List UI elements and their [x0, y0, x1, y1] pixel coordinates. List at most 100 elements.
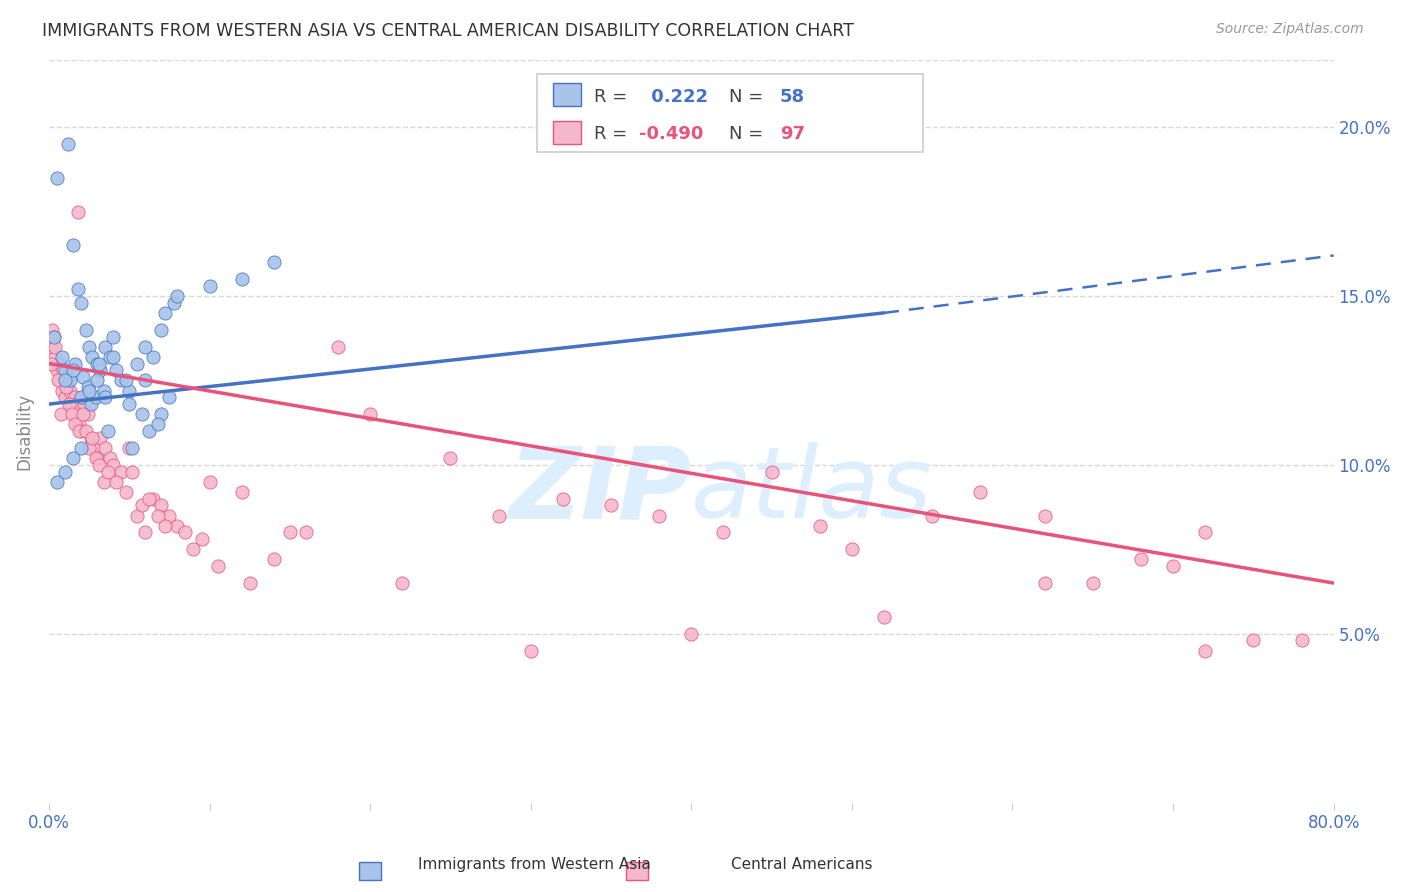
Point — [551, 491, 574, 506]
Point — [53, 363, 76, 377]
Point — [94, 441, 117, 455]
Point — [86, 357, 108, 371]
Point — [93, 475, 115, 489]
Point — [150, 323, 173, 337]
Point — [131, 499, 153, 513]
Point — [1194, 525, 1216, 540]
Point — [103, 458, 125, 472]
Point — [146, 508, 169, 523]
FancyBboxPatch shape — [537, 74, 922, 153]
Point — [67, 424, 90, 438]
Point — [60, 407, 83, 421]
Point — [163, 295, 186, 310]
Point — [1129, 552, 1152, 566]
Point — [89, 431, 111, 445]
Point — [681, 626, 703, 640]
Point — [69, 417, 91, 432]
Point — [183, 542, 205, 557]
Y-axis label: Disability: Disability — [15, 392, 32, 470]
Point — [63, 357, 86, 371]
Point — [52, 363, 75, 377]
Point — [87, 357, 110, 371]
Point — [70, 390, 93, 404]
Point — [98, 451, 121, 466]
Point — [62, 407, 84, 421]
Point — [72, 407, 94, 421]
FancyBboxPatch shape — [359, 862, 381, 880]
Point — [70, 295, 93, 310]
Point — [42, 329, 65, 343]
Text: -0.490: -0.490 — [638, 125, 703, 143]
Text: ZIP: ZIP — [509, 442, 692, 539]
Point — [94, 340, 117, 354]
Point — [97, 465, 120, 479]
Point — [55, 376, 77, 391]
Point — [62, 451, 84, 466]
Point — [46, 363, 69, 377]
Point — [1033, 576, 1056, 591]
Point — [65, 417, 87, 432]
Point — [89, 363, 111, 377]
Point — [166, 518, 188, 533]
Point — [439, 451, 461, 466]
Point — [131, 407, 153, 421]
Point — [359, 407, 381, 421]
Point — [97, 424, 120, 438]
Point — [59, 374, 82, 388]
Point — [157, 508, 180, 523]
Point — [103, 329, 125, 343]
Point — [166, 289, 188, 303]
Point — [118, 441, 141, 455]
Point — [105, 475, 128, 489]
Point — [53, 390, 76, 404]
Point — [921, 508, 943, 523]
Point — [600, 499, 623, 513]
Point — [72, 370, 94, 384]
Point — [73, 397, 96, 411]
Point — [46, 374, 69, 388]
Point — [1291, 633, 1313, 648]
Point — [49, 407, 72, 421]
Text: Central Americans: Central Americans — [731, 857, 872, 872]
Point — [80, 431, 103, 445]
Point — [44, 350, 66, 364]
Point — [118, 397, 141, 411]
Point — [231, 272, 253, 286]
Point — [138, 424, 160, 438]
Point — [115, 374, 138, 388]
Point — [39, 340, 62, 354]
Point — [153, 518, 176, 533]
Point — [66, 204, 89, 219]
Point — [174, 525, 197, 540]
Point — [198, 475, 221, 489]
Point — [263, 552, 285, 566]
Point — [58, 136, 80, 151]
Point — [118, 384, 141, 398]
Text: atlas: atlas — [692, 442, 934, 539]
Point — [86, 451, 108, 466]
Point — [63, 390, 86, 404]
Text: IMMIGRANTS FROM WESTERN ASIA VS CENTRAL AMERICAN DISABILITY CORRELATION CHART: IMMIGRANTS FROM WESTERN ASIA VS CENTRAL … — [42, 22, 853, 40]
Point — [110, 465, 132, 479]
Point — [94, 390, 117, 404]
Text: 97: 97 — [780, 125, 806, 143]
Point — [65, 397, 87, 411]
Point — [84, 390, 107, 404]
Point — [98, 350, 121, 364]
Point — [83, 441, 105, 455]
Point — [82, 431, 104, 445]
Point — [70, 424, 93, 438]
Point — [87, 458, 110, 472]
Point — [84, 451, 107, 466]
FancyBboxPatch shape — [626, 862, 648, 880]
Point — [44, 340, 66, 354]
Text: N =: N = — [728, 125, 769, 143]
Point — [121, 441, 143, 455]
Point — [391, 576, 413, 591]
Point — [138, 491, 160, 506]
Text: N =: N = — [728, 87, 769, 106]
Point — [134, 340, 156, 354]
Point — [134, 525, 156, 540]
Point — [53, 465, 76, 479]
Point — [1033, 508, 1056, 523]
